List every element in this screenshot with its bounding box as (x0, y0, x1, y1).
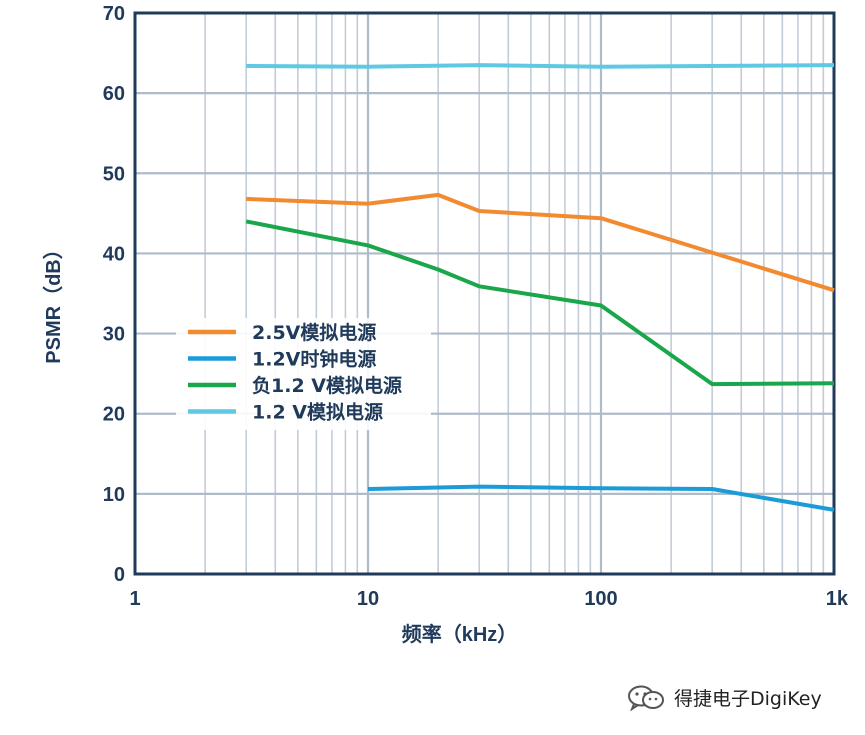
y-tick-label: 50 (103, 163, 125, 185)
series-line (367, 484, 835, 512)
legend-label: 1.2V时钟电源 (252, 348, 376, 371)
y-tick-label: 10 (103, 484, 125, 506)
grid-major (133, 11, 836, 576)
grid-minor (204, 13, 825, 574)
y-tick-label: 70 (103, 3, 125, 25)
x-axis-ticks: 1 10 100 1k (129, 588, 848, 610)
y-tick-label: 0 (114, 564, 125, 586)
legend-label: 2.5V模拟电源 (252, 321, 376, 344)
wechat-icon (628, 685, 664, 711)
legend-label: 1.2 V模拟电源 (252, 401, 383, 424)
y-tick-label: 20 (103, 404, 125, 426)
y-tick-label: 40 (103, 243, 125, 265)
y-axis-title: PSMR（dB） (42, 239, 65, 363)
y-tick-label: 30 (103, 324, 125, 346)
x-tick-label: 100 (584, 588, 617, 610)
x-tick-label: 1k (826, 588, 849, 610)
y-tick-label: 60 (103, 83, 125, 105)
plot-frame (133, 11, 836, 576)
x-tick-label: 1 (129, 588, 140, 610)
legend-label: 负1.2 V模拟电源 (252, 374, 402, 397)
x-axis-title: 频率（kHz） (402, 622, 518, 646)
series-line (246, 192, 835, 293)
y-axis-ticks: 0 10 20 30 40 50 60 70 (103, 3, 125, 586)
watermark: 得捷电子DigiKey (626, 684, 822, 711)
x-tick-label: 10 (357, 588, 379, 610)
series-lines (245, 63, 835, 512)
series-line (245, 219, 835, 387)
series-line (246, 63, 835, 69)
watermark-text: 得捷电子DigiKey (674, 688, 822, 710)
